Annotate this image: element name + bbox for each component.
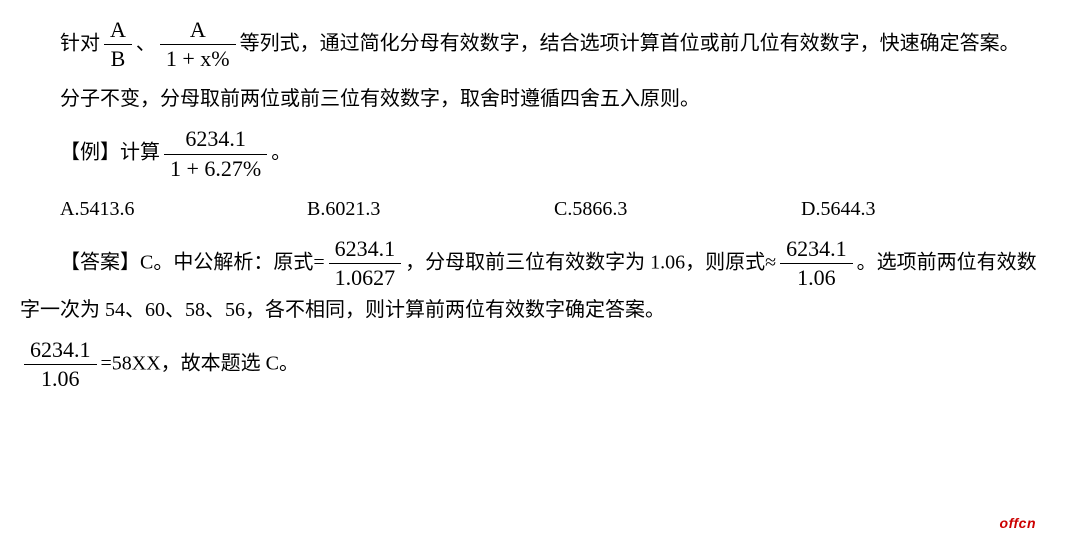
text: 针对 — [60, 32, 100, 54]
text: 等列式，通过简化分母有效数字，结合选项计算首位或前几位有效数字，快速确定答案。 — [240, 32, 1020, 54]
denominator: 1 + 6.27% — [164, 155, 267, 181]
fraction-a-over-1px: A1 + x% — [160, 18, 236, 71]
numerator: 6234.1 — [24, 338, 97, 365]
option-a: A.5413.6 — [60, 189, 307, 229]
numerator: A — [104, 18, 132, 45]
numerator: 6234.1 — [329, 237, 402, 264]
text: 、 — [136, 32, 156, 54]
option-c: C.5866.3 — [554, 189, 801, 229]
numerator: 6234.1 — [164, 127, 267, 154]
text: 【例】计算 — [60, 142, 160, 164]
text: 。 — [271, 142, 291, 164]
fraction-approx: 6234.11.06 — [780, 237, 853, 290]
numerator: A — [160, 18, 236, 45]
page-container: { "p1_a": "针对", "frac1": { "num": "A", "… — [20, 18, 1048, 543]
text: ，分母取前三位有效数字为 1.06，则原式≈ — [405, 251, 776, 273]
answer-paragraph: 【答案】C。中公解析：原式=6234.11.0627，分母取前三位有效数字为 1… — [20, 237, 1048, 330]
paragraph-1: 针对AB、A1 + x%等列式，通过简化分母有效数字，结合选项计算首位或前几位有… — [20, 18, 1048, 71]
example-line: 【例】计算6234.11 + 6.27%。 — [20, 127, 1048, 180]
fraction-a-over-b: AB — [104, 18, 132, 71]
denominator: B — [104, 45, 132, 71]
denominator: 1 + x% — [160, 45, 236, 71]
text: =58XX，故本题选 C。 — [101, 352, 300, 374]
options-row: A.5413.6 B.6021.3 C.5866.3 D.5644.3 — [60, 189, 1048, 229]
paragraph-2: 分子不变，分母取前两位或前三位有效数字，取舍时遵循四舍五入原则。 — [20, 79, 1048, 119]
option-b: B.6021.3 — [307, 189, 554, 229]
watermark: offcn — [1000, 509, 1036, 537]
text: 分子不变，分母取前两位或前三位有效数字，取舍时遵循四舍五入原则。 — [60, 88, 700, 110]
fraction-example: 6234.11 + 6.27% — [164, 127, 267, 180]
denominator: 1.0627 — [329, 264, 402, 290]
final-line: 6234.11.06=58XX，故本题选 C。 — [20, 338, 1048, 391]
option-d: D.5644.3 — [801, 189, 1048, 229]
numerator: 6234.1 — [780, 237, 853, 264]
text: 【答案】C。中公解析：原式= — [60, 251, 325, 273]
denominator: 1.06 — [780, 264, 853, 290]
denominator: 1.06 — [24, 365, 97, 391]
fraction-original: 6234.11.0627 — [329, 237, 402, 290]
fraction-final: 6234.11.06 — [24, 338, 97, 391]
